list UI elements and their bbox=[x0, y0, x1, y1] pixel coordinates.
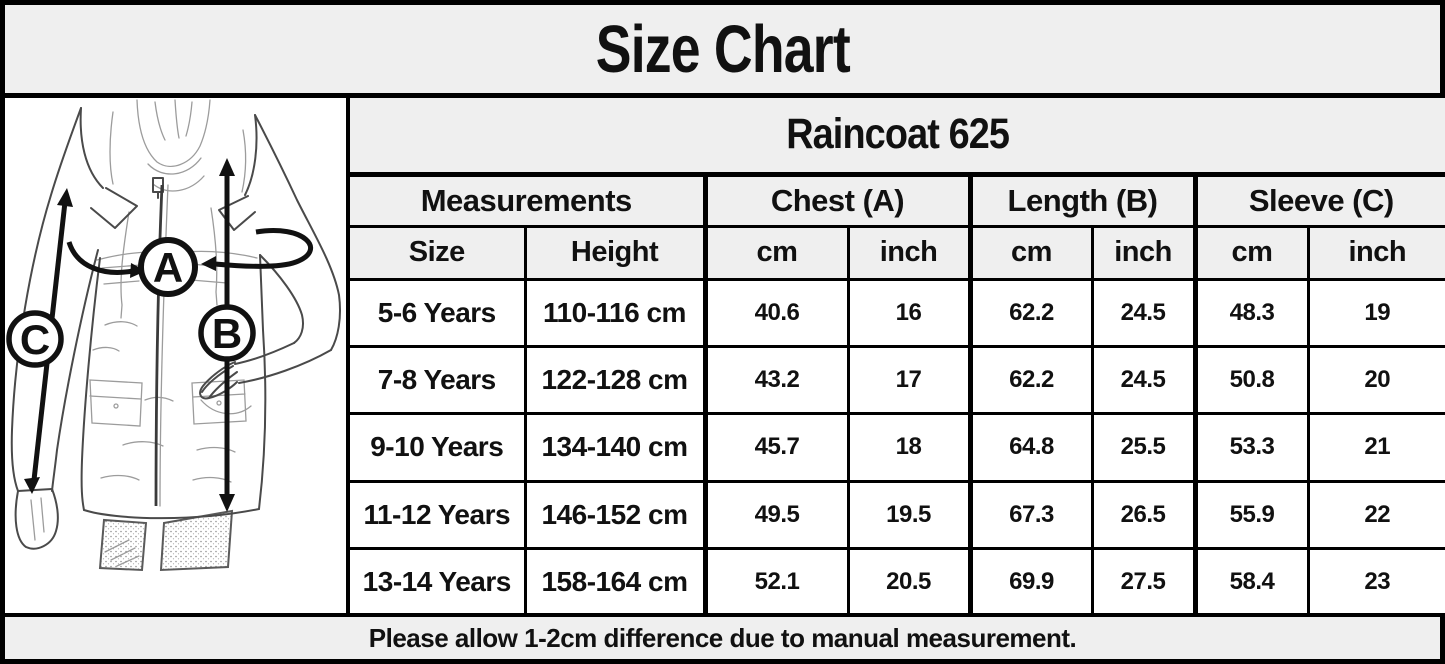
cell-chest-cm: 43.2 bbox=[702, 344, 850, 416]
product-header-row: Raincoat 625 bbox=[350, 98, 1445, 177]
cell-size: 7-8 Years bbox=[350, 344, 527, 416]
table-row-7-8-years: 7-8 Years 122-128 cm 43.2 17 62.2 24.5 5… bbox=[350, 344, 1445, 416]
cell-size: 5-6 Years bbox=[350, 277, 527, 348]
cell-length-cm: 67.3 bbox=[967, 479, 1094, 551]
cell-length-inch: 24.5 bbox=[1090, 277, 1197, 348]
sub-header-length-inch: inch bbox=[1090, 224, 1197, 281]
marker-b-label: B bbox=[212, 310, 242, 357]
sub-header-sleeve-inch: inch bbox=[1306, 224, 1445, 281]
jacket-body-sketch bbox=[80, 257, 101, 511]
jacket-contour-sketch bbox=[10, 107, 341, 550]
main-area: A B C Rain bbox=[5, 98, 1445, 613]
cell-length-cm: 62.2 bbox=[967, 344, 1094, 416]
footer-note-bar: Please allow 1-2cm difference due to man… bbox=[5, 613, 1440, 659]
chest-arrow bbox=[66, 228, 313, 278]
group-header-length: Length (B) bbox=[967, 172, 1197, 228]
footer-note: Please allow 1-2cm difference due to man… bbox=[368, 622, 1077, 653]
marker-c-circle bbox=[6, 310, 64, 368]
cell-length-cm: 64.8 bbox=[967, 412, 1094, 483]
cell-sleeve-cm: 48.3 bbox=[1192, 277, 1310, 348]
cell-length-inch: 24.5 bbox=[1090, 344, 1197, 416]
group-header-measurements: Measurements bbox=[350, 172, 707, 228]
cell-height: 146-152 cm bbox=[523, 479, 707, 551]
cell-sleeve-cm: 58.4 bbox=[1192, 547, 1310, 613]
cell-length-cm: 62.2 bbox=[967, 277, 1094, 348]
cell-sleeve-inch: 20 bbox=[1306, 344, 1445, 416]
product-name-cell: Raincoat 625 bbox=[350, 98, 1445, 177]
hood-sketch bbox=[79, 107, 104, 189]
raincoat-sketch: A B C bbox=[6, 99, 341, 572]
table-row-9-10-years: 9-10 Years 134-140 cm 45.7 18 64.8 25.5 … bbox=[350, 412, 1445, 483]
cell-sleeve-inch: 22 bbox=[1306, 479, 1445, 551]
size-table-panel: Raincoat 625 Measurements Chest (A) Leng… bbox=[350, 98, 1445, 613]
zipper-line bbox=[154, 184, 164, 507]
marker-b-circle bbox=[198, 304, 256, 362]
cell-size: 11-12 Years bbox=[350, 479, 527, 551]
sub-header-row: Size Height cm inch cm inch cm inch bbox=[350, 224, 1445, 281]
right-arm-sketch bbox=[254, 114, 341, 351]
table-row-13-14-years: 13-14 Years 158-164 cm 52.1 20.5 69.9 27… bbox=[350, 547, 1445, 613]
sub-header-sleeve-cm: cm bbox=[1192, 224, 1310, 281]
cell-chest-cm: 52.1 bbox=[702, 547, 850, 613]
table-row-5-6-years: 5-6 Years 110-116 cm 40.6 16 62.2 24.5 4… bbox=[350, 277, 1445, 348]
cell-sleeve-inch: 21 bbox=[1306, 412, 1445, 483]
cell-chest-inch: 18 bbox=[846, 412, 972, 483]
cell-length-inch: 26.5 bbox=[1090, 479, 1197, 551]
sub-header-chest-inch: inch bbox=[846, 224, 972, 281]
cell-sleeve-inch: 23 bbox=[1306, 547, 1445, 613]
sub-header-chest-cm: cm bbox=[702, 224, 850, 281]
cell-sleeve-cm: 55.9 bbox=[1192, 479, 1310, 551]
cell-sleeve-cm: 53.3 bbox=[1192, 412, 1310, 483]
cell-chest-inch: 20.5 bbox=[846, 547, 972, 613]
legs-sketch bbox=[98, 509, 234, 572]
marker-a-circle bbox=[138, 237, 198, 297]
size-table: Raincoat 625 Measurements Chest (A) Leng… bbox=[350, 98, 1445, 613]
cell-sleeve-inch: 19 bbox=[1306, 277, 1445, 348]
cell-chest-inch: 19.5 bbox=[846, 479, 972, 551]
cell-size: 13-14 Years bbox=[350, 547, 527, 613]
sub-header-length-cm: cm bbox=[967, 224, 1094, 281]
cell-chest-cm: 49.5 bbox=[702, 479, 850, 551]
cell-length-cm: 69.9 bbox=[967, 547, 1094, 613]
cell-length-inch: 25.5 bbox=[1090, 412, 1197, 483]
collar-sketch bbox=[90, 187, 138, 229]
page-title: Size Chart bbox=[595, 11, 850, 87]
group-header-chest: Chest (A) bbox=[702, 172, 972, 228]
left-hand-sketch bbox=[14, 488, 59, 550]
cell-chest-cm: 40.6 bbox=[702, 277, 850, 348]
left-arm-sketch bbox=[10, 107, 82, 492]
table-row-11-12-years: 11-12 Years 146-152 cm 49.5 19.5 67.3 26… bbox=[350, 479, 1445, 551]
group-header-row: Measurements Chest (A) Length (B) Sleeve… bbox=[350, 172, 1445, 228]
cell-chest-cm: 45.7 bbox=[702, 412, 850, 483]
measurement-markers: A B C bbox=[6, 237, 256, 368]
cell-height: 158-164 cm bbox=[523, 547, 707, 613]
cell-sleeve-cm: 50.8 bbox=[1192, 344, 1310, 416]
cell-height: 110-116 cm bbox=[523, 277, 707, 348]
group-header-sleeve: Sleeve (C) bbox=[1192, 172, 1445, 228]
garment-figure-panel: A B C bbox=[5, 98, 350, 613]
sub-header-size: Size bbox=[350, 224, 527, 281]
sub-header-height: Height bbox=[523, 224, 707, 281]
cell-length-inch: 27.5 bbox=[1090, 547, 1197, 613]
marker-c-label: C bbox=[20, 316, 50, 363]
cell-height: 134-140 cm bbox=[523, 412, 707, 483]
marker-a-label: A bbox=[153, 244, 183, 291]
cell-chest-inch: 16 bbox=[846, 277, 972, 348]
title-bar: Size Chart bbox=[5, 5, 1440, 98]
cell-chest-inch: 17 bbox=[846, 344, 972, 416]
product-name: Raincoat 625 bbox=[786, 110, 1010, 159]
cell-size: 9-10 Years bbox=[350, 412, 527, 483]
cell-height: 122-128 cm bbox=[523, 344, 707, 416]
